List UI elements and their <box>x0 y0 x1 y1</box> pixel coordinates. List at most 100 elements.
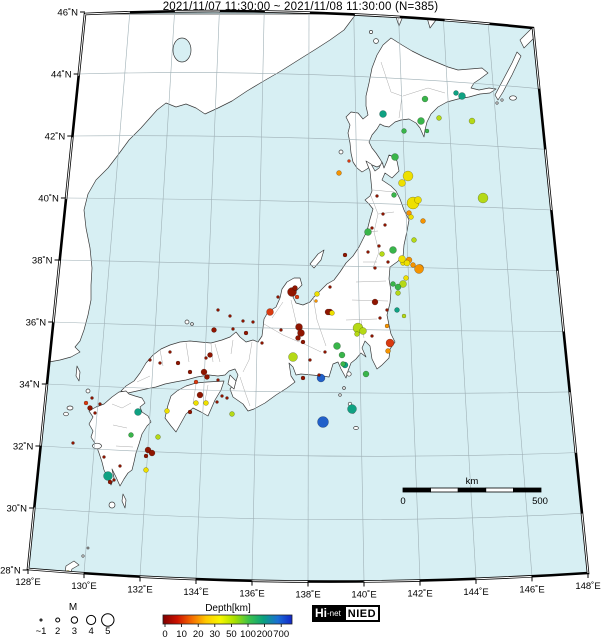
land-kunashiri <box>494 51 522 101</box>
earthquake-dot <box>336 170 342 176</box>
earthquake-dot <box>395 290 401 296</box>
earthquake-dot <box>390 281 396 287</box>
earthquake-dot <box>300 339 306 345</box>
land-russia-korea <box>48 13 357 363</box>
lat-tick-label: 42˚N <box>45 132 66 143</box>
earthquake-dot <box>420 218 426 224</box>
earthquake-dot <box>279 328 283 332</box>
earthquake-dot <box>196 391 204 399</box>
land-kyushu <box>88 390 152 487</box>
meridian-line <box>307 12 310 582</box>
earthquake-dot <box>93 411 97 415</box>
earthquake-dot <box>394 307 400 313</box>
depth-legend: Depth[km] 0 10 20 30 50 100 200 700 <box>162 603 293 640</box>
magnitude-legend-title: M <box>69 602 77 613</box>
land-shikoku <box>164 380 225 433</box>
lat-tick-label: 28˚N <box>0 566 21 577</box>
earthquake-dot <box>408 214 414 220</box>
land-tanegashima <box>121 493 127 509</box>
scale-bar-segment <box>513 487 542 493</box>
scale-bar-segment <box>457 487 487 493</box>
meridian-line <box>195 11 220 580</box>
earthquake-dot <box>260 341 264 345</box>
earthquake-dot <box>220 394 224 398</box>
earthquake-dot <box>370 334 374 338</box>
earthquake-dot <box>402 170 414 182</box>
earthquake-dot <box>164 408 170 414</box>
hinet-logo-box: Hi -net <box>312 605 344 622</box>
earthquake-dot <box>458 92 466 100</box>
lat-tick-label: 32˚N <box>13 442 34 453</box>
earthquake-dot <box>216 308 220 312</box>
earthquake-dot <box>292 285 298 291</box>
earthquake-dot <box>295 335 301 341</box>
lon-tick-label: 136˚E <box>239 589 264 600</box>
parallel-line <box>53 321 564 332</box>
earthquake-dot <box>414 196 422 204</box>
nied-logo-box: NIED <box>343 605 381 622</box>
earthquake-dot <box>228 314 232 318</box>
lat-tick-label: 36˚N <box>26 318 47 329</box>
lon-tick-label: 148˚E <box>575 581 600 592</box>
earthquake-dot <box>389 246 397 254</box>
epicenter-dots <box>65 90 489 576</box>
earthquake-dot <box>340 361 346 367</box>
earthquake-dot <box>187 369 193 375</box>
earthquake-dot <box>347 159 351 163</box>
earthquake-dot <box>143 467 149 473</box>
land-hokkaido <box>345 37 497 173</box>
magnitude-legend-circle <box>39 618 43 622</box>
earthquake-dot <box>347 404 357 414</box>
land-rishiri <box>373 38 379 44</box>
earthquake-dot <box>453 90 459 96</box>
scale-bar-unit: km <box>466 476 479 487</box>
lon-tick-label: 142˚E <box>407 589 432 600</box>
land-amami-islet <box>86 546 90 550</box>
depth-tick-label: 0 <box>162 629 167 640</box>
earthquake-dot <box>317 373 321 377</box>
depth-colorbar <box>162 614 293 625</box>
earthquake-dot <box>71 441 75 445</box>
earthquake-dot <box>143 453 149 459</box>
earthquake-dot <box>148 449 156 457</box>
earthquake-dot <box>424 128 430 134</box>
meridian-line <box>139 11 175 577</box>
earthquake-dot <box>338 351 346 359</box>
land-oki <box>190 322 194 326</box>
earthquake-dot <box>300 375 306 381</box>
earthquake-dot <box>385 338 395 348</box>
depth-tick-label: 100 <box>240 629 256 640</box>
earthquake-dot <box>383 223 387 227</box>
magnitude-legend-circle <box>86 614 97 626</box>
earthquake-dot <box>216 378 220 382</box>
lon-tick-label: 140˚E <box>351 589 376 600</box>
depth-tick-label: 700 <box>273 629 289 640</box>
magnitude-legend-items: ~1 2 3 4 5 <box>36 613 115 637</box>
earthquake-dot <box>403 259 411 267</box>
lon-tick-label: 144˚E <box>463 587 488 598</box>
earthquake-dot <box>276 295 280 299</box>
land-habomai <box>495 101 499 105</box>
magnitude-legend: M ~1 2 3 4 5 <box>36 602 115 637</box>
hinet-logo-hi: Hi <box>315 606 327 620</box>
depth-legend-title: Depth[km] <box>205 603 251 614</box>
land-sado <box>309 249 325 269</box>
earthquake-dot <box>377 244 381 248</box>
earthquake-dot <box>148 358 152 362</box>
earthquake-dot <box>333 342 341 350</box>
earthquake-dot <box>229 411 235 417</box>
magnitude-legend-label: 4 <box>88 626 93 637</box>
lon-tick-label: 138˚E <box>295 590 320 601</box>
scale-bar-start: 0 <box>400 496 405 507</box>
earthquake-dot <box>359 327 367 335</box>
scale-bar-end: 500 <box>532 496 548 507</box>
earthquake-dot <box>421 95 429 103</box>
map-frame <box>26 9 590 583</box>
depth-tick-label: 50 <box>226 629 237 640</box>
earthquake-dot <box>375 194 379 198</box>
earthquake-dot <box>314 299 318 303</box>
earthquake-dot <box>251 320 255 324</box>
earthquake-dot <box>391 192 397 198</box>
land-amami-islet <box>81 554 85 558</box>
